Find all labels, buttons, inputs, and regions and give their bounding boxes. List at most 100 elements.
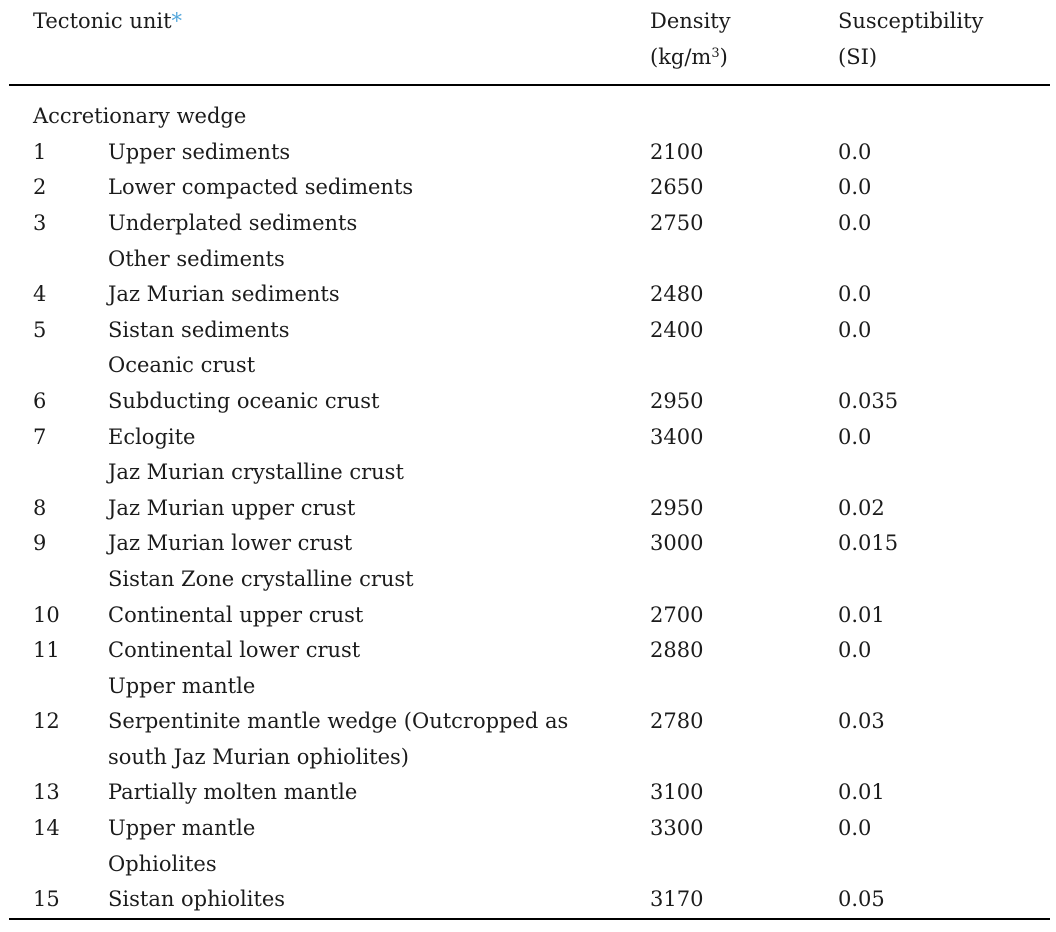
table-group-row: Other sediments <box>9 242 1050 278</box>
group-spacer-cell <box>9 242 108 278</box>
group-label: Ophiolites <box>108 851 217 876</box>
table-row: 12 Serpentinite mantle wedge (Outcropped… <box>9 704 1050 775</box>
density-unit-exponent: 3 <box>711 45 720 61</box>
footnote-asterisk-link[interactable]: * <box>171 9 183 33</box>
table-row: 5 Sistan sediments 2400 0.0 <box>9 313 1050 349</box>
unit-density: 2950 <box>650 388 704 413</box>
unit-name: Upper sediments <box>108 139 291 164</box>
unit-density: 2400 <box>650 317 704 342</box>
unit-number: 12 <box>33 709 60 734</box>
unit-number: 13 <box>33 780 60 805</box>
unit-density: 2780 <box>650 709 704 734</box>
unit-name: Upper mantle <box>108 816 256 841</box>
unit-number: 2 <box>33 175 47 200</box>
table-row: 14 Upper mantle 3300 0.0 <box>9 811 1050 847</box>
group-spacer-cell <box>9 455 108 491</box>
table-row: 1 Upper sediments 2100 0.0 <box>9 135 1050 171</box>
unit-density: 2950 <box>650 495 704 520</box>
table-header-row: Tectonic unit* Density (kg/m3) Susceptibi… <box>9 0 1050 87</box>
column-header-tectonic-unit: Tectonic unit* <box>9 0 650 87</box>
unit-susceptibility: 0.015 <box>838 531 899 556</box>
unit-number: 9 <box>33 531 47 556</box>
group-spacer-cell <box>9 348 108 384</box>
group-spacer-cell <box>9 562 108 598</box>
unit-name: Sistan sediments <box>108 317 290 342</box>
unit-name: Jaz Murian upper crust <box>108 495 356 520</box>
unit-name: Underplated sediments <box>108 210 358 235</box>
susceptibility-label: Susceptibility <box>838 9 984 33</box>
unit-susceptibility: 0.0 <box>838 210 872 235</box>
unit-susceptibility: 0.01 <box>838 780 885 805</box>
unit-density: 3400 <box>650 424 704 449</box>
unit-number: 10 <box>33 602 60 627</box>
unit-number: 14 <box>33 816 60 841</box>
table-row: 15 Sistan ophiolites 3170 0.05 <box>9 882 1050 920</box>
group-label: Jaz Murian crystalline crust <box>108 460 404 485</box>
unit-susceptibility: 0.0 <box>838 139 872 164</box>
unit-density: 3000 <box>650 531 704 556</box>
unit-number: 8 <box>33 495 47 520</box>
unit-susceptibility: 0.0 <box>838 816 872 841</box>
table-group-row: Ophiolites <box>9 847 1050 883</box>
group-spacer-cell <box>9 669 108 705</box>
unit-susceptibility: 0.03 <box>838 709 885 734</box>
unit-density: 2750 <box>650 210 704 235</box>
unit-name: Sistan ophiolites <box>108 882 650 920</box>
table-row: 10 Continental upper crust 2700 0.01 <box>9 598 1050 634</box>
table-row: 8 Jaz Murian upper crust 2950 0.02 <box>9 491 1050 527</box>
unit-susceptibility: 0.05 <box>838 882 1050 920</box>
unit-density: 3100 <box>650 780 704 805</box>
unit-number: 7 <box>33 424 47 449</box>
unit-name: Partially molten mantle <box>108 780 358 805</box>
unit-density: 2700 <box>650 602 704 627</box>
susceptibility-unit: (SI) <box>838 44 878 69</box>
group-label: Other sediments <box>108 246 285 271</box>
unit-susceptibility: 0.0 <box>838 317 872 342</box>
group-spacer-cell <box>9 847 108 883</box>
unit-susceptibility: 0.02 <box>838 495 885 520</box>
table-row: 7 Eclogite 3400 0.0 <box>9 420 1050 456</box>
unit-number: 4 <box>33 282 47 307</box>
table-group-row: Upper mantle <box>9 669 1050 705</box>
unit-name: Serpentinite mantle wedge (Outcropped as… <box>108 709 569 769</box>
unit-susceptibility: 0.0 <box>838 638 872 663</box>
unit-number: 15 <box>9 882 108 920</box>
unit-name: Eclogite <box>108 424 196 449</box>
table-row: 6 Subducting oceanic crust 2950 0.035 <box>9 384 1050 420</box>
unit-density: 2650 <box>650 175 704 200</box>
table-group-row: Oceanic crust <box>9 348 1050 384</box>
unit-name: Continental lower crust <box>108 638 361 663</box>
tectonic-unit-label: Tectonic unit <box>33 9 172 33</box>
table-group-row: Accretionary wedge <box>9 85 1050 135</box>
unit-density: 2880 <box>650 638 704 663</box>
table-row: 3 Underplated sediments 2750 0.0 <box>9 206 1050 242</box>
table-row: 4 Jaz Murian sediments 2480 0.0 <box>9 277 1050 313</box>
unit-susceptibility: 0.0 <box>838 424 872 449</box>
column-header-density: Density (kg/m3) <box>650 0 838 87</box>
unit-density: 3170 <box>650 882 838 920</box>
table-group-row: Sistan Zone crystalline crust <box>9 562 1050 598</box>
group-label: Sistan Zone crystalline crust <box>108 566 414 591</box>
unit-name: Jaz Murian sediments <box>108 282 340 307</box>
unit-number: 6 <box>33 388 47 413</box>
column-header-susceptibility: Susceptibility (SI) <box>838 0 1050 87</box>
unit-susceptibility: 0.01 <box>838 602 885 627</box>
unit-name: Lower compacted sediments <box>108 175 414 200</box>
unit-susceptibility: 0.035 <box>838 388 899 413</box>
unit-number: 3 <box>33 210 47 235</box>
unit-susceptibility: 0.0 <box>838 282 872 307</box>
group-label: Upper mantle <box>108 673 256 698</box>
unit-density: 2100 <box>650 139 704 164</box>
unit-name: Jaz Murian lower crust <box>108 531 353 556</box>
group-label: Oceanic crust <box>108 353 256 378</box>
table-body: Accretionary wedge 1 Upper sediments 210… <box>9 85 1050 920</box>
unit-susceptibility: 0.0 <box>838 175 872 200</box>
density-label: Density <box>650 9 731 33</box>
table-header: Tectonic unit* Density (kg/m3) Susceptibi… <box>9 0 1050 87</box>
tectonic-units-table: Tectonic unit* Density (kg/m3) Susceptibi… <box>9 0 1050 920</box>
unit-name: Continental upper crust <box>108 602 364 627</box>
table-group-row: Jaz Murian crystalline crust <box>9 455 1050 491</box>
density-unit-prefix: (kg/m <box>650 44 712 69</box>
unit-density: 2480 <box>650 282 704 307</box>
table-row: 11 Continental lower crust 2880 0.0 <box>9 633 1050 669</box>
